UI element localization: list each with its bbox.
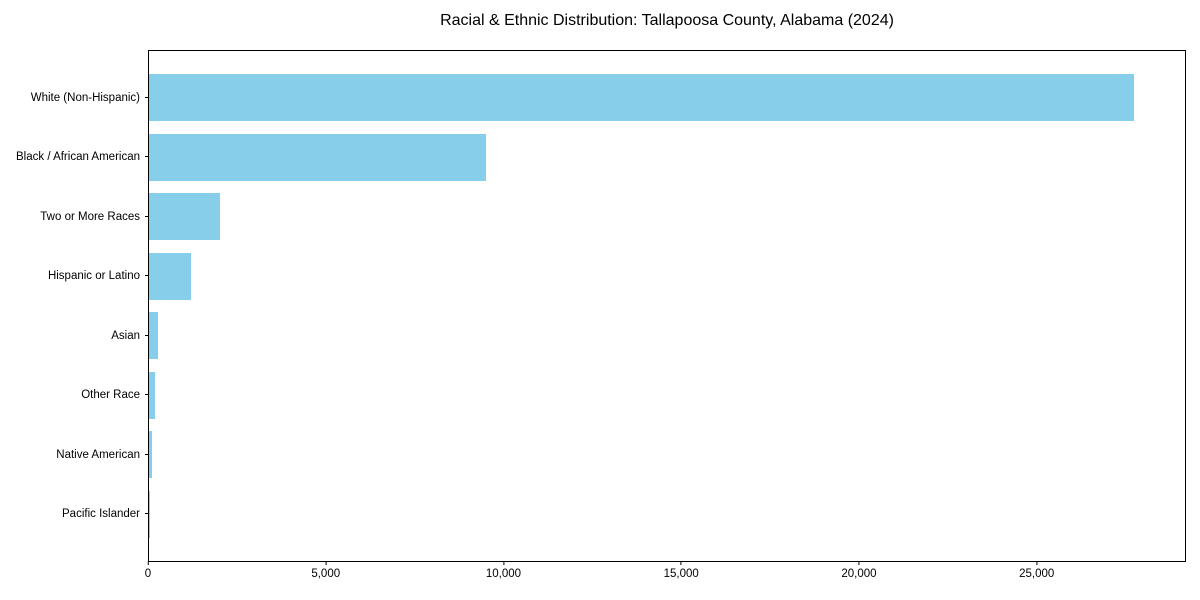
x-tick-label: 0 bbox=[144, 568, 152, 580]
x-tick-mark bbox=[147, 561, 149, 565]
y-tick-mark bbox=[145, 275, 149, 277]
y-tick-label: Black / African American bbox=[16, 151, 140, 164]
x-tick-label: 25,000 bbox=[1019, 568, 1055, 580]
x-tick-label: 5,000 bbox=[311, 568, 341, 580]
plot-rows: White (Non-Hispanic) Black / African Amer… bbox=[16, 51, 1185, 561]
x-tick-mark bbox=[502, 561, 504, 565]
bar-row: White (Non-Hispanic) bbox=[31, 68, 1185, 128]
plot-area: White (Non-Hispanic) Black / African Amer… bbox=[16, 50, 1186, 562]
y-tick-mark bbox=[145, 513, 149, 515]
bar-row: Pacific Islander bbox=[62, 485, 1185, 545]
bar bbox=[149, 252, 191, 300]
bar-row: Hispanic or Latino bbox=[48, 247, 1185, 307]
x-tick: 15,000 bbox=[664, 561, 699, 580]
y-tick-label: Pacific Islander bbox=[62, 508, 140, 521]
x-tick: 20,000 bbox=[841, 561, 877, 580]
y-tick-mark bbox=[145, 334, 149, 336]
y-tick-label: White (Non-Hispanic) bbox=[30, 91, 140, 104]
chart-title: Racial & Ethnic Distribution: Tallapoosa… bbox=[440, 12, 894, 29]
x-tick-mark bbox=[858, 561, 860, 565]
x-tick: 5,000 bbox=[311, 561, 340, 580]
x-tick-mark bbox=[680, 561, 682, 565]
y-tick-mark bbox=[145, 156, 149, 158]
bar-row: Other Race bbox=[81, 366, 1185, 426]
x-tick-label: 15,000 bbox=[663, 568, 699, 580]
x-tick-mark bbox=[325, 561, 327, 565]
y-tick-label: Two or More Races bbox=[40, 210, 140, 223]
bar bbox=[149, 371, 155, 419]
bar bbox=[149, 74, 1135, 122]
bar-row: Black / African American bbox=[16, 128, 1185, 188]
bar bbox=[149, 490, 150, 538]
y-tick-mark bbox=[145, 394, 149, 396]
y-tick-mark bbox=[145, 453, 149, 455]
y-tick-mark bbox=[145, 215, 149, 217]
bar-row: Asian bbox=[111, 306, 1185, 366]
bar bbox=[149, 431, 153, 479]
y-tick-label: Asian bbox=[111, 329, 140, 342]
x-tick-label: 10,000 bbox=[485, 568, 522, 580]
bar bbox=[149, 133, 487, 181]
x-tick: 10,000 bbox=[486, 561, 521, 580]
y-tick-label: Other Race bbox=[81, 389, 140, 402]
bar-row: Native American bbox=[56, 425, 1185, 485]
x-tick-label: 20,000 bbox=[841, 568, 877, 580]
bar bbox=[149, 312, 159, 360]
bar-row: Two or More Races bbox=[40, 187, 1185, 247]
x-tick-mark bbox=[1036, 561, 1038, 565]
x-tick: 0 bbox=[145, 561, 151, 580]
y-tick-label: Native American bbox=[56, 448, 140, 461]
x-axis: 0 5,000 10,000 15,000 20,000 25,000 bbox=[145, 561, 1186, 591]
y-tick-label: Hispanic or Latino bbox=[47, 270, 140, 283]
y-tick-mark bbox=[145, 96, 149, 98]
x-tick: 25,000 bbox=[1019, 561, 1054, 580]
bar bbox=[149, 193, 220, 241]
